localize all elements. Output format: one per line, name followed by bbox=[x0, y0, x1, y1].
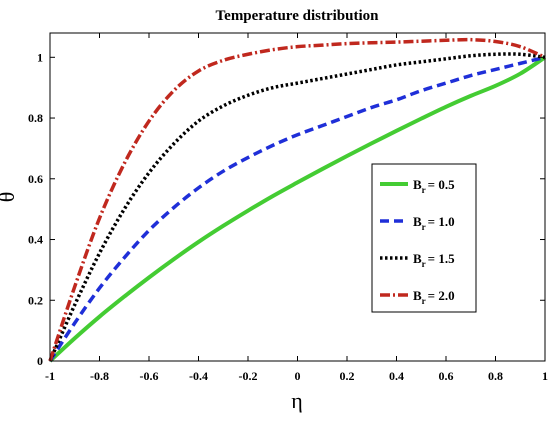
x-tick-label: 0.8 bbox=[488, 369, 503, 383]
series-line-3 bbox=[48, 52, 546, 362]
x-tick-label: 0.4 bbox=[389, 369, 404, 383]
legend: Br = 0.5Br = 1.0Br = 1.5Br = 2.0 bbox=[371, 163, 477, 313]
series-line-2 bbox=[48, 55, 546, 362]
legend-box bbox=[371, 163, 477, 313]
legend-label-subscript: r bbox=[422, 185, 426, 195]
y-tick-label: 0.2 bbox=[28, 293, 43, 307]
legend-label-4: Br = 2.0 bbox=[413, 288, 455, 306]
legend-label-2: Br = 1.0 bbox=[413, 214, 455, 232]
series-line-1 bbox=[48, 55, 547, 363]
x-tick-label: 1 bbox=[542, 369, 548, 383]
legend-label-subscript: r bbox=[422, 259, 426, 269]
x-tick-label: -0.2 bbox=[239, 369, 258, 383]
series-line-4 bbox=[48, 37, 546, 362]
y-tick-label: 0.6 bbox=[28, 172, 43, 186]
y-axis-ticks: 0 0.2 0.4 0.6 0.8 1 bbox=[28, 50, 545, 368]
y-tick-label: 0 bbox=[37, 354, 43, 368]
x-tick-label: 0.2 bbox=[340, 369, 355, 383]
x-axis-ticks: -1 -0.8 -0.6 -0.4 -0.2 0 0.2 0.4 0.6 0.8 1 bbox=[45, 33, 548, 383]
legend-label-subscript: r bbox=[422, 296, 426, 306]
x-tick-label: -0.6 bbox=[140, 369, 159, 383]
legend-label-base: B bbox=[413, 214, 422, 229]
legend-label-3: Br = 1.5 bbox=[413, 251, 455, 269]
x-tick-label: -1 bbox=[45, 369, 55, 383]
x-tick-label: -0.8 bbox=[90, 369, 109, 383]
y-tick-label: 0.4 bbox=[28, 233, 43, 247]
legend-label-value: = 1.0 bbox=[428, 214, 455, 229]
legend-label-value: = 0.5 bbox=[428, 177, 455, 192]
series-layer bbox=[48, 37, 547, 363]
legend-label-subscript: r bbox=[422, 222, 426, 232]
y-tick-label: 1 bbox=[37, 50, 43, 64]
legend-label-value: = 1.5 bbox=[428, 251, 455, 266]
x-axis-label: η bbox=[291, 388, 303, 413]
y-tick-label: 0.8 bbox=[28, 111, 43, 125]
chart-title: Temperature distribution bbox=[216, 8, 380, 24]
x-tick-label: -0.4 bbox=[189, 369, 208, 383]
legend-label-base: B bbox=[413, 288, 422, 303]
legend-label-base: B bbox=[413, 177, 422, 192]
y-axis-label: θ bbox=[0, 192, 19, 203]
legend-label-1: Br = 0.5 bbox=[413, 177, 455, 195]
x-tick-label: 0 bbox=[295, 369, 301, 383]
x-tick-label: 0.6 bbox=[439, 369, 454, 383]
legend-label-base: B bbox=[413, 251, 422, 266]
legend-label-value: = 2.0 bbox=[428, 288, 455, 303]
